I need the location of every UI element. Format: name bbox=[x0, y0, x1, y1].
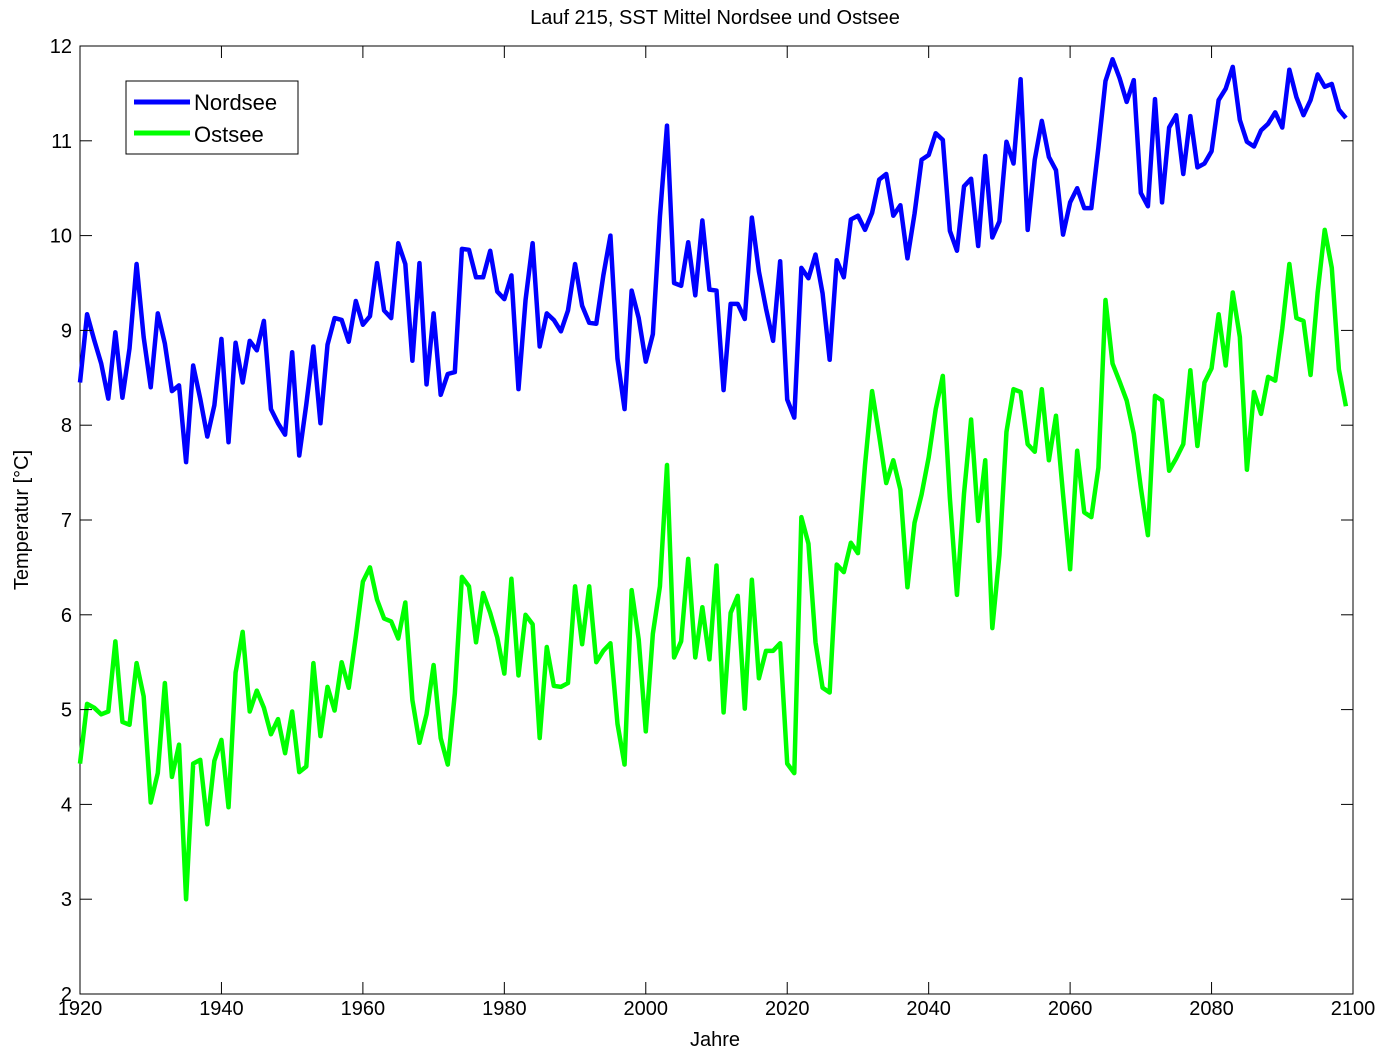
plot-area bbox=[79, 45, 1354, 995]
y-tick-labels: 2 3 4 5 6 7 8 9 10 11 12 bbox=[50, 36, 72, 1006]
x-tick-label-1920: 1920 bbox=[58, 998, 103, 1020]
series-line-ostsee bbox=[77, 227, 1349, 902]
legend-label-nordsee: Nordsee bbox=[194, 90, 277, 115]
y-tick-label-11: 11 bbox=[51, 131, 72, 153]
series-line-nordsee bbox=[77, 57, 1348, 465]
x-tick-label-2060: 2060 bbox=[1048, 998, 1093, 1020]
y-tick-label-4: 4 bbox=[61, 794, 72, 816]
y-axis-label: Temperatur [°C] bbox=[11, 450, 33, 590]
y-tick-label-3: 3 bbox=[61, 889, 72, 911]
x-tick-label-2040: 2040 bbox=[906, 998, 951, 1020]
x-tick-label-1980: 1980 bbox=[482, 998, 527, 1020]
x-tick-label-1940: 1940 bbox=[199, 998, 244, 1020]
x-tick-label-2080: 2080 bbox=[1189, 998, 1234, 1020]
x-tick-labels: 1920 1940 1960 1980 2000 2020 2040 2060 2080 2100 bbox=[58, 998, 1376, 1020]
legend-label-ostsee: Ostsee bbox=[194, 122, 264, 147]
series-layer bbox=[77, 57, 1349, 902]
y-tick-label-12: 12 bbox=[50, 36, 72, 58]
x-tick-label-1960: 1960 bbox=[341, 998, 386, 1020]
y-tick-label-7: 7 bbox=[61, 510, 72, 532]
y-tick-label-2: 2 bbox=[61, 984, 72, 1006]
legend-box bbox=[125, 80, 299, 155]
y-tick-label-5: 5 bbox=[61, 700, 72, 722]
legend: Nordsee Ostsee bbox=[125, 80, 299, 155]
x-tick-label-2100: 2100 bbox=[1331, 998, 1376, 1020]
ticks-layer bbox=[79, 45, 1354, 995]
y-tick-label-8: 8 bbox=[61, 415, 72, 437]
chart-title: Lauf 215, SST Mittel Nordsee und Ostsee bbox=[530, 7, 900, 29]
y-tick-label-6: 6 bbox=[61, 605, 72, 627]
x-tick-label-2000: 2000 bbox=[624, 998, 669, 1020]
x-tick-label-2020: 2020 bbox=[765, 998, 810, 1020]
y-tick-label-9: 9 bbox=[61, 320, 72, 342]
y-tick-label-10: 10 bbox=[50, 226, 72, 248]
x-axis-label: Jahre bbox=[690, 1029, 740, 1051]
